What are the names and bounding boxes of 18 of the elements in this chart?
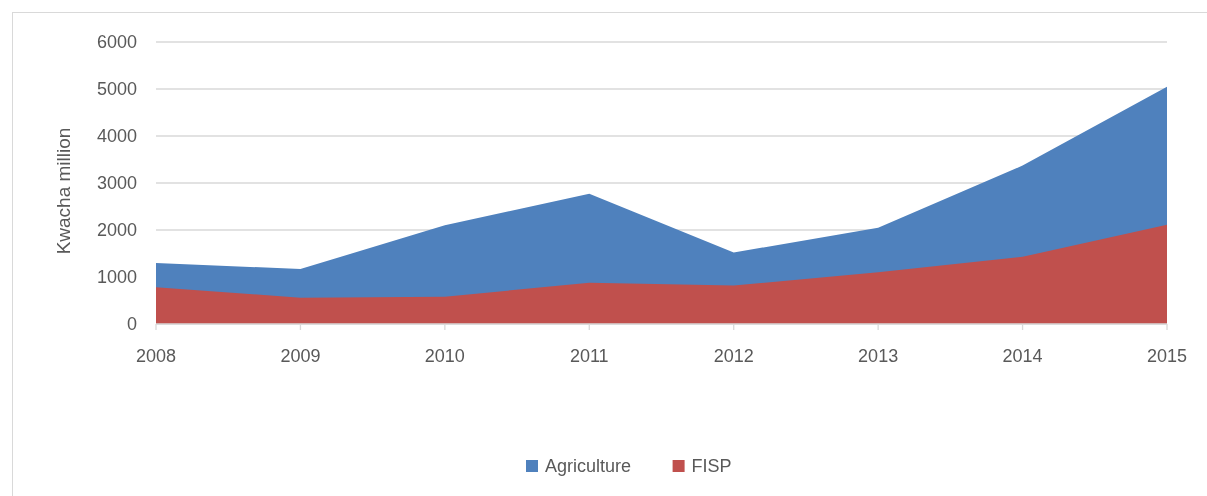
x-tick-label: 2012 (713, 346, 754, 366)
x-tick-label: 2014 (1002, 346, 1043, 366)
legend-label: Agriculture (545, 456, 632, 477)
x-tick-label: 2011 (569, 346, 609, 366)
legend-label: FISP (691, 456, 732, 477)
y-axis-title: Kwacha million (53, 127, 74, 255)
x-tick-label: 2008 (135, 346, 177, 366)
y-tick-label: 5000 (96, 79, 137, 100)
y-tick-label: 4000 (96, 126, 137, 147)
y-tick-label: 0 (126, 314, 137, 335)
x-tick-label: 2010 (424, 346, 465, 366)
y-tick-label: 2000 (96, 220, 137, 241)
x-tick-label: 2013 (858, 346, 899, 366)
x-tick-label: 2009 (280, 346, 321, 366)
y-tick-label: 6000 (96, 32, 137, 53)
y-tick-label: 3000 (96, 173, 137, 194)
x-tick-label: 2015 (1146, 346, 1188, 366)
y-tick-label: 1000 (96, 267, 137, 288)
